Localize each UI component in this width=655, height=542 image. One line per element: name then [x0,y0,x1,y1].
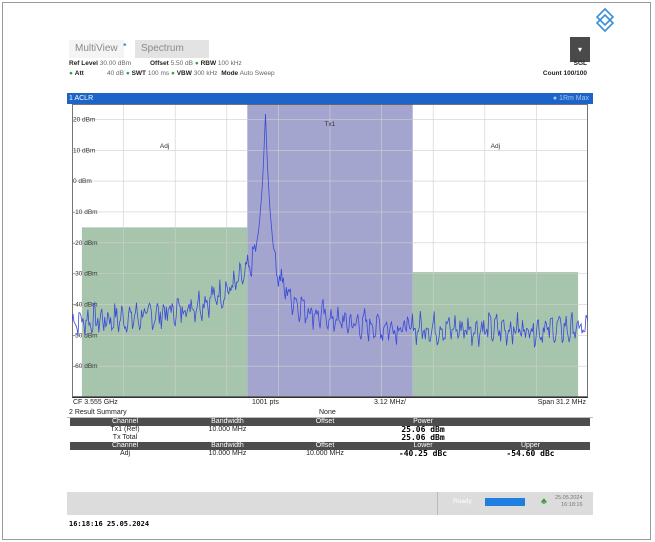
y-tick-label: 10 dBm [73,147,95,154]
cell-bandwidth [180,434,275,442]
rohde-schwarz-logo-icon [595,8,615,32]
trace-badge-label: 1Rm Max [559,95,589,102]
settings-row-2: ● Att 40 dB ● SWT 100 ms ● VBW 300 kHz M… [67,69,593,79]
header-bandwidth: Bandwidth [180,418,275,426]
window-title: 1 ACLR [69,95,94,102]
channel-label-adj: Adj [491,143,500,150]
channel-label-tx: Tx1 [325,121,336,128]
header-lower: Lower [375,442,471,450]
vbw-label: VBW [176,70,192,77]
rbw-label: RBW [200,60,217,67]
sweep-points: 1001 pts [252,399,279,406]
result-summary-title: 2 Result Summary [69,409,127,416]
cell-offset: 10.000 MHz [306,450,344,457]
y-tick-label: 20 dBm [73,116,95,123]
att-value: 40 dB [107,70,124,77]
channel-label-adj: Adj [160,143,169,150]
plot-border [72,104,588,397]
sgl-indicator: SGL [573,60,587,67]
offset-label: Offset [150,60,169,67]
channel-band-adj [412,272,579,397]
tab-close-icon[interactable]: • [123,40,127,51]
y-tick-label: -40 dBm [73,301,98,308]
spectrum-trace [71,113,589,348]
header-bandwidth: Bandwidth [180,442,275,450]
att-indicator-icon: ● [69,70,73,77]
center-frequency: CF 3.555 GHz [73,399,118,406]
cell-offset [275,426,375,434]
status-datetime: 25.05.2024 16:18:16 [555,495,583,509]
cell-channel: Tx Total [112,434,138,441]
header-power: Power [375,418,471,426]
table-row: Tx1 (Ref) 10.000 MHz 25.06 dBm [70,426,590,434]
y-tick-label: -10 dBm [73,209,98,216]
cell-upper: -54.60 dBc [506,449,555,458]
cell-channel: Adj [119,450,131,457]
table-row: Tx Total 25.06 dBm [70,434,590,442]
y-tick-label: -20 dBm [73,240,98,247]
cell-power: 25.06 dBm [401,433,445,442]
cell-power: 25.06 dBm [401,425,445,434]
offset-value: 5.50 dB [170,60,194,67]
window-title-bar[interactable]: 1 ACLR ● 1Rm Max [67,93,593,104]
result-summary-title-bar: 2 Result Summary None [67,408,593,418]
header-offset: Offset [275,442,375,450]
status-time: 16:18:16 [561,502,583,508]
header-empty [471,418,590,426]
bottom-status-bar: Ready ♣ 25.05.2024 16:18:16 [67,492,593,515]
ready-status: Ready [453,498,472,505]
ref-level-label: Ref Level [69,60,98,67]
tab-spectrum[interactable]: Spectrum [135,40,209,58]
vbw-value: 300 kHz [193,70,218,77]
header-channel: Channel [70,418,180,426]
spectrum-svg: 20 dBm 10 dBm 0 dBm -10 dBm -20 dBm -30 dBm -4… [71,104,589,397]
span-value: Span 31.2 MHz [537,399,586,406]
frequency-per-division: 3.12 MHz/ [374,399,406,406]
table-row: Adj 10.000 MHz 10.000 MHz -40.25 dBc -54… [70,450,590,458]
analyzer-screen: MultiView • Spectrum ▾ Ref Level 30.00 d… [67,37,593,515]
cell-offset [275,434,375,442]
result-summary-none-label: None [319,409,336,416]
cell-bandwidth: 10.000 MHz [208,450,247,457]
y-tick-label: 0 dBm [73,178,92,185]
tab-bar: MultiView • Spectrum ▾ [67,37,593,62]
ref-level-value: 30.00 dBm [99,60,132,67]
header-offset: Offset [275,418,375,426]
count-indicator: Count 100/100 [543,69,587,79]
vbw-indicator-icon: ● [170,70,175,77]
status-divider [437,492,438,515]
cell-bandwidth: 10.000 MHz [208,426,247,433]
table-header-row: Channel Bandwidth Offset Power [70,418,590,426]
count-value: 100/100 [563,70,588,77]
sweep-progress-bar [485,498,525,506]
swt-label: SWT [131,70,147,77]
swt-value: 100 ms [147,70,170,77]
cell-lower: -40.25 dBc [398,449,448,458]
trace-badge: ● 1Rm Max [552,95,589,102]
y-tick-label: -30 dBm [73,271,98,278]
att-label: Att [74,70,84,77]
tab-multiview[interactable]: MultiView [69,40,124,58]
capture-timestamp: 16:18:16 25.05.2024 [69,520,150,528]
network-icon[interactable]: ♣ [541,496,547,506]
collapse-button[interactable]: ▾ [570,37,590,62]
status-date: 25.05.2024 [555,495,583,501]
mode-label: Mode [221,70,239,77]
swt-indicator-icon: ● [125,70,130,77]
mode-value: Auto Sweep [239,70,275,77]
settings-row-1: Ref Level 30.00 dBm Offset 5.50 dB ● RBW… [67,59,593,69]
cell-channel: Tx1 (Ref) [110,426,140,433]
table-header-row: Channel Bandwidth Offset Lower Upper [70,442,590,450]
header-channel: Channel [70,442,180,450]
count-label: Count [542,70,562,77]
result-summary-table: Channel Bandwidth Offset Power Tx1 (Ref)… [70,418,590,458]
rbw-value: 100 kHz [217,60,242,67]
header-upper: Upper [471,442,590,450]
y-tick-label: -60 dBm [73,363,98,370]
spectrum-plot[interactable]: 20 dBm 10 dBm 0 dBm -10 dBm -20 dBm -30 dBm -4… [71,104,589,397]
rbw-indicator-icon: ● [194,60,199,67]
